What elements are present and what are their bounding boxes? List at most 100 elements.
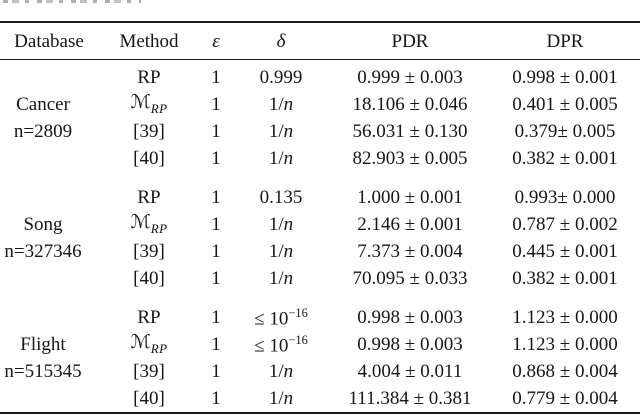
method-subscript: RP — [150, 340, 168, 356]
cropped-caption-fragment — [3, 0, 141, 3]
delta-cell: 1/n — [268, 388, 294, 409]
table-header-row: Database Method ε δ PDR DPR — [0, 22, 640, 60]
pdr-cell: 0.998 ± 0.003 — [357, 307, 463, 328]
database-name: Flight — [20, 334, 66, 355]
delta-cell: 1/n — [268, 94, 294, 115]
col-header-delta: δ — [232, 22, 330, 60]
col-header-dpr: DPR — [490, 22, 640, 60]
table-row: [40] 1 1/n 82.903 ± 0.005 0.382 ± 0.001 — [0, 145, 640, 172]
col-header-epsilon: ε — [200, 22, 232, 60]
table-row: [39] 1 1/n 7.373 ± 0.004 0.445 ± 0.001 — [0, 238, 640, 265]
pdr-cell: 56.031 ± 0.130 — [352, 121, 468, 142]
epsilon-cell: 1 — [211, 214, 221, 235]
dpr-cell: 0.445 ± 0.001 — [512, 241, 618, 262]
delta-cell: 1/n — [268, 121, 294, 142]
epsilon-cell: 1 — [211, 388, 221, 409]
delta-cell: 1/n — [268, 214, 294, 235]
database-name: Cancer — [16, 94, 70, 115]
table-row: [39] 1 1/n 56.031 ± 0.130 0.379± 0.005 — [0, 118, 640, 145]
db-group-cancer: Cancer n=2809 RP 1 0.999 0.999 ± 0.003 0.998 ±… — [0, 60, 640, 173]
table-row: [39] 1 1/n 4.004 ± 0.011 0.868 ± 0.004 — [0, 358, 640, 385]
table-row: ℳRP 1 1/n 18.106 ± 0.046 0.401 ± 0.005 — [0, 91, 640, 118]
dpr-cell: 0.868 ± 0.004 — [512, 361, 618, 382]
method-subscript: RP — [150, 100, 168, 116]
table-row: [40] 1 1/n 70.095 ± 0.033 0.382 ± 0.001 — [0, 265, 640, 292]
method-cell: [40] — [133, 268, 165, 289]
method-cell: ℳRP — [98, 331, 200, 358]
method-cell: ℳRP — [98, 91, 200, 118]
pdr-cell: 111.384 ± 0.381 — [348, 388, 472, 409]
database-size: n=515345 — [4, 361, 82, 382]
epsilon-cell: 1 — [211, 187, 221, 208]
pdr-cell: 82.903 ± 0.005 — [352, 148, 468, 169]
method-cell: [40] — [133, 388, 165, 409]
delta-cell: ≤ 10−16 — [254, 305, 308, 330]
database-label-cell: Cancer n=2809 — [0, 60, 98, 173]
col-header-database: Database — [0, 22, 98, 60]
dpr-cell: 0.401 ± 0.005 — [512, 94, 618, 115]
pdr-cell: 7.373 ± 0.004 — [357, 241, 463, 262]
epsilon-cell: 1 — [211, 148, 221, 169]
epsilon-cell: 1 — [211, 241, 221, 262]
method-cell: ℳRP — [98, 211, 200, 238]
database-size: n=2809 — [13, 121, 73, 142]
table-row: [40] 1 1/n 111.384 ± 0.381 0.779 ± 0.004 — [0, 385, 640, 413]
pdr-cell: 2.146 ± 0.001 — [357, 214, 463, 235]
delta-cell: 1/n — [268, 361, 294, 382]
dpr-cell: 0.379± 0.005 — [514, 121, 616, 142]
delta-cell: ≤ 10−16 — [254, 332, 308, 357]
dpr-cell: 0.998 ± 0.001 — [512, 67, 618, 88]
col-header-method: Method — [98, 22, 200, 60]
pdr-cell: 1.000 ± 0.001 — [357, 187, 463, 208]
db-group-song: Song n=327346 RP 1 0.135 1.000 ± 0.001 0.993± … — [0, 172, 640, 292]
table-row: Cancer n=2809 RP 1 0.999 0.999 ± 0.003 0.998 ±… — [0, 60, 640, 142]
method-cell: [39] — [133, 241, 165, 262]
dpr-cell: 1.123 ± 0.000 — [512, 307, 618, 328]
epsilon-cell: 1 — [211, 307, 221, 328]
method-cell: RP — [137, 307, 161, 328]
database-size: n=327346 — [4, 241, 82, 262]
epsilon-cell: 1 — [211, 268, 221, 289]
table-row: Song n=327346 RP 1 0.135 1.000 ± 0.001 0.993± … — [0, 172, 640, 262]
epsilon-cell: 1 — [211, 361, 221, 382]
script-m-symbol: ℳ — [130, 331, 151, 354]
delta-cell: 1/n — [268, 241, 294, 262]
method-cell: [40] — [133, 148, 165, 169]
dpr-cell: 0.779 ± 0.004 — [512, 388, 618, 409]
table-row: ℳRP 1 1/n 2.146 ± 0.001 0.787 ± 0.002 — [0, 211, 640, 238]
epsilon-cell: 1 — [211, 334, 221, 355]
results-table: Database Method ε δ PDR DPR Cancer n=2809… — [0, 21, 640, 414]
dpr-cell: 0.993± 0.000 — [514, 187, 616, 208]
dpr-cell: 1.123 ± 0.000 — [512, 334, 618, 355]
epsilon-cell: 1 — [211, 67, 221, 88]
pdr-cell: 4.004 ± 0.011 — [357, 361, 463, 382]
table-row: ℳRP 1 ≤ 10−16 0.998 ± 0.003 1.123 ± 0.000 — [0, 331, 640, 358]
pdr-cell: 18.106 ± 0.046 — [352, 94, 468, 115]
epsilon-cell: 1 — [211, 94, 221, 115]
database-name: Song — [23, 214, 63, 235]
method-cell: RP — [137, 67, 161, 88]
delta-cell: 1/n — [268, 268, 294, 289]
pdr-cell: 70.095 ± 0.033 — [352, 268, 468, 289]
delta-cell: 0.999 — [259, 67, 303, 88]
delta-cell: 0.135 — [259, 187, 303, 208]
col-header-pdr: PDR — [330, 22, 490, 60]
db-group-flight: Flight n=515345 RP 1 ≤ 10−16 0.998 ± 0.003 1.1… — [0, 292, 640, 413]
script-m-symbol: ℳ — [130, 91, 151, 114]
pdr-cell: 0.999 ± 0.003 — [357, 67, 463, 88]
dpr-cell: 0.787 ± 0.002 — [512, 214, 618, 235]
delta-cell: 1/n — [268, 148, 294, 169]
table-row: Flight n=515345 RP 1 ≤ 10−16 0.998 ± 0.003 1.1… — [0, 292, 640, 382]
dpr-cell: 0.382 ± 0.001 — [512, 268, 618, 289]
database-label-cell: Song n=327346 — [0, 172, 98, 292]
method-cell: [39] — [133, 361, 165, 382]
method-subscript: RP — [150, 220, 168, 236]
method-cell: RP — [137, 187, 161, 208]
dpr-cell: 0.382 ± 0.001 — [512, 148, 618, 169]
method-cell: [39] — [133, 121, 165, 142]
epsilon-cell: 1 — [211, 121, 221, 142]
database-label-cell: Flight n=515345 — [0, 292, 98, 413]
pdr-cell: 0.998 ± 0.003 — [357, 334, 463, 355]
script-m-symbol: ℳ — [130, 211, 151, 234]
